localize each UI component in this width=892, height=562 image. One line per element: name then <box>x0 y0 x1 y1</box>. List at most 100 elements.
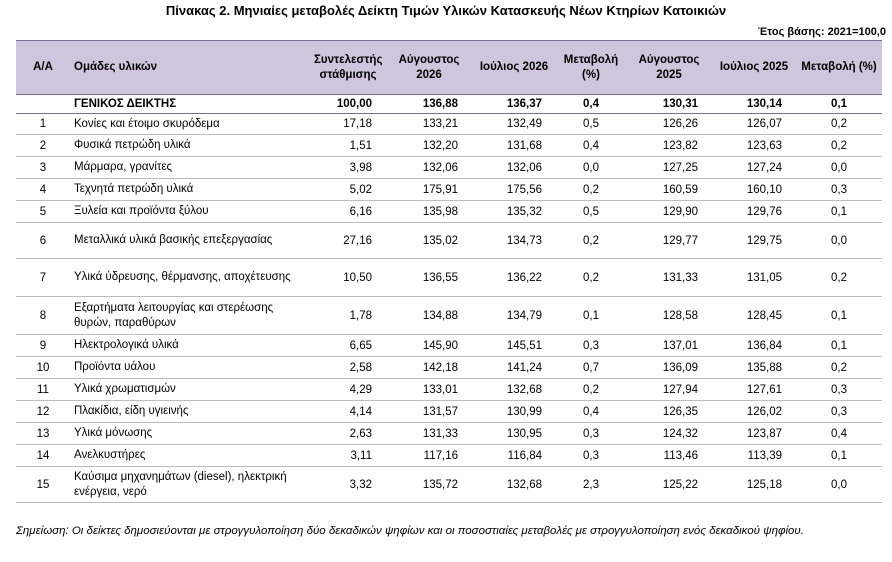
total-change-2025: 0,1 <box>796 94 882 114</box>
row-group: Ηλεκτρολογικά υλικά <box>70 334 310 357</box>
header-jul-2025: Ιούλιος 2025 <box>712 40 796 95</box>
row-aug-2026: 145,90 <box>386 334 472 357</box>
row-change-2025: 0,4 <box>796 422 882 445</box>
row-aug-2025: 160,59 <box>626 178 712 201</box>
row-group: Καύσιμα μηχανημάτων (diesel), ηλεκτρική … <box>70 466 310 503</box>
row-change-2025: 0,1 <box>796 444 882 467</box>
row-jul-2025: 128,45 <box>712 296 796 335</box>
row-jul-2026: 130,99 <box>472 400 556 423</box>
row-group: Φυσικά πετρώδη υλικά <box>70 134 310 157</box>
row-aug-2025: 127,94 <box>626 378 712 401</box>
row-aug-2026: 131,57 <box>386 400 472 423</box>
table-row: 2 Φυσικά πετρώδη υλικά 1,51 132,20 131,68 0,4… <box>16 134 882 157</box>
row-change-2026: 2,3 <box>556 466 626 503</box>
row-aa: 4 <box>16 178 70 201</box>
row-change-2025: 0,0 <box>796 466 882 503</box>
header-weight: Συντελεστής στάθμισης <box>310 40 386 95</box>
row-aa: 12 <box>16 400 70 423</box>
row-change-2026: 0,7 <box>556 356 626 379</box>
row-aug-2025: 126,26 <box>626 113 712 135</box>
total-aug-2026: 136,88 <box>386 94 472 114</box>
row-group: Υλικά μόνωσης <box>70 422 310 445</box>
row-weight: 3,32 <box>310 466 386 503</box>
row-jul-2026: 130,95 <box>472 422 556 445</box>
table-row: 15 Καύσιμα μηχανημάτων (diesel), ηλεκτρικ… <box>16 466 882 503</box>
row-jul-2025: 126,02 <box>712 400 796 423</box>
table-row: 5 Ξυλεία και προϊόντα ξύλου 6,16 135,98 135,… <box>16 200 882 223</box>
row-group: Υλικά χρωματισμών <box>70 378 310 401</box>
row-jul-2026: 134,73 <box>472 222 556 259</box>
row-aa: 10 <box>16 356 70 379</box>
row-jul-2026: 132,68 <box>472 466 556 503</box>
row-change-2025: 0,0 <box>796 222 882 259</box>
row-change-2026: 0,2 <box>556 378 626 401</box>
row-jul-2026: 116,84 <box>472 444 556 467</box>
row-change-2025: 0,0 <box>796 156 882 179</box>
row-change-2025: 0,1 <box>796 200 882 223</box>
row-aa: 2 <box>16 134 70 157</box>
row-group: Μάρμαρα, γρανίτες <box>70 156 310 179</box>
header-aug-2025: Αύγουστος 2025 <box>626 40 712 95</box>
table-row: 3 Μάρμαρα, γρανίτες 3,98 132,06 132,06 0,0 127… <box>16 156 882 179</box>
row-change-2026: 0,2 <box>556 222 626 259</box>
row-aug-2026: 132,06 <box>386 156 472 179</box>
row-jul-2025: 123,87 <box>712 422 796 445</box>
row-aa: 14 <box>16 444 70 467</box>
row-group: Προϊόντα υάλου <box>70 356 310 379</box>
row-group: Ξυλεία και προϊόντα ξύλου <box>70 200 310 223</box>
row-weight: 4,29 <box>310 378 386 401</box>
total-aug-2025: 130,31 <box>626 94 712 114</box>
row-aa: 7 <box>16 258 70 297</box>
row-change-2026: 0,1 <box>556 296 626 335</box>
row-group: Τεχνητά πετρώδη υλικά <box>70 178 310 201</box>
row-aa: 6 <box>16 222 70 259</box>
row-group: Πλακίδια, είδη υγιεινής <box>70 400 310 423</box>
row-aug-2025: 113,46 <box>626 444 712 467</box>
row-jul-2026: 132,49 <box>472 113 556 135</box>
row-weight: 10,50 <box>310 258 386 297</box>
table-row: 8 Εξαρτήματα λειτουργίας και στερέωσης θυ… <box>16 296 882 335</box>
row-weight: 4,14 <box>310 400 386 423</box>
row-aug-2025: 131,33 <box>626 258 712 297</box>
row-group: Ανελκυστήρες <box>70 444 310 467</box>
row-jul-2025: 136,84 <box>712 334 796 357</box>
table-row: 11 Υλικά χρωματισμών 4,29 133,01 132,68 0,2 12… <box>16 378 882 401</box>
row-change-2026: 0,3 <box>556 334 626 357</box>
row-jul-2025: 129,76 <box>712 200 796 223</box>
total-jul-2025: 130,14 <box>712 94 796 114</box>
total-group: ΓΕΝΙΚΟΣ ΔΕΙΚΤΗΣ <box>70 94 310 114</box>
row-jul-2025: 127,61 <box>712 378 796 401</box>
row-aug-2026: 131,33 <box>386 422 472 445</box>
total-row: ΓΕΝΙΚΟΣ ΔΕΙΚΤΗΣ 100,00 136,88 136,37 0,4… <box>16 94 882 114</box>
table-row: 4 Τεχνητά πετρώδη υλικά 5,02 175,91 175,56 0,… <box>16 178 882 201</box>
row-aug-2026: 135,02 <box>386 222 472 259</box>
row-aa: 3 <box>16 156 70 179</box>
row-aa: 1 <box>16 113 70 135</box>
row-aa: 15 <box>16 466 70 503</box>
row-aug-2025: 127,25 <box>626 156 712 179</box>
row-group: Κονίες και έτοιμο σκυρόδεμα <box>70 113 310 135</box>
row-aug-2025: 126,35 <box>626 400 712 423</box>
row-change-2025: 0,2 <box>796 113 882 135</box>
row-aug-2025: 128,58 <box>626 296 712 335</box>
row-change-2026: 0,5 <box>556 200 626 223</box>
row-change-2026: 0,4 <box>556 134 626 157</box>
header-aa: Α/Α <box>16 40 70 95</box>
row-weight: 5,02 <box>310 178 386 201</box>
row-weight: 1,78 <box>310 296 386 335</box>
row-jul-2026: 132,68 <box>472 378 556 401</box>
row-aug-2025: 125,22 <box>626 466 712 503</box>
row-weight: 6,65 <box>310 334 386 357</box>
table-row: 9 Ηλεκτρολογικά υλικά 6,65 145,90 145,51 0,3 1… <box>16 334 882 357</box>
row-weight: 6,16 <box>310 200 386 223</box>
row-aug-2026: 135,98 <box>386 200 472 223</box>
row-jul-2025: 127,24 <box>712 156 796 179</box>
row-jul-2025: 113,39 <box>712 444 796 467</box>
row-aug-2026: 134,88 <box>386 296 472 335</box>
row-jul-2026: 175,56 <box>472 178 556 201</box>
row-jul-2026: 134,79 <box>472 296 556 335</box>
row-aug-2025: 129,77 <box>626 222 712 259</box>
row-aug-2026: 135,72 <box>386 466 472 503</box>
row-change-2026: 0,0 <box>556 156 626 179</box>
row-jul-2026: 145,51 <box>472 334 556 357</box>
